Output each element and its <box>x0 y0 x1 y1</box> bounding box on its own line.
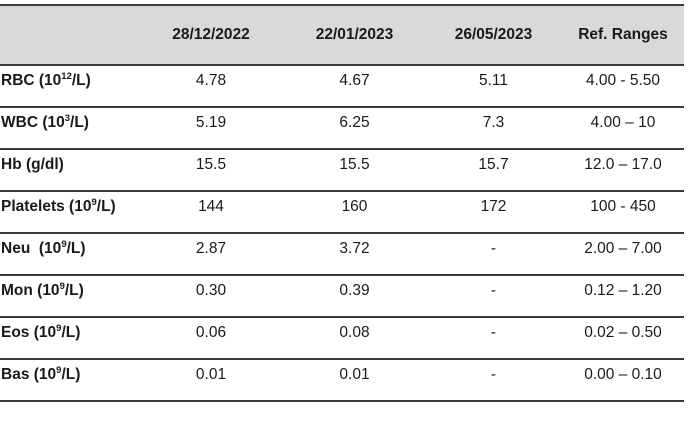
table-row: Bas (109/L) 0.01 0.01 - 0.00 – 0.10 <box>0 359 684 402</box>
table-row: Mon (109/L) 0.30 0.39 - 0.12 – 1.20 <box>0 275 684 318</box>
parameter-unit: /L) <box>66 240 86 257</box>
result-value-cell: 15.5 <box>138 149 284 192</box>
parameter-unit: /L) <box>61 324 81 341</box>
superscript-exponent: 9 <box>59 280 65 292</box>
result-value-cell: - <box>425 359 562 402</box>
superscript-exponent: 9 <box>91 196 97 208</box>
column-header-ref-ranges: Ref. Ranges <box>562 4 684 66</box>
result-value-cell: 5.19 <box>138 107 284 150</box>
parameter-label: RBC (1012/L) <box>0 65 138 108</box>
result-value-cell: 172 <box>425 191 562 234</box>
result-value-cell: - <box>425 233 562 276</box>
superscript-exponent: 9 <box>56 364 62 376</box>
result-value-cell: 0.01 <box>138 359 284 402</box>
result-value-cell: 15.5 <box>284 149 425 192</box>
ref-range-cell: 0.02 – 0.50 <box>562 317 684 360</box>
ref-range-cell: 4.00 - 5.50 <box>562 65 684 108</box>
parameter-name: WBC (10 <box>1 114 65 131</box>
result-value-cell: - <box>425 275 562 318</box>
table-row: Platelets (109/L) 144 160 172 100 - 450 <box>0 191 684 234</box>
table-row: RBC (1012/L) 4.78 4.67 5.11 4.00 - 5.50 <box>0 65 684 108</box>
result-value-cell: 3.72 <box>284 233 425 276</box>
parameter-unit: /L) <box>70 114 89 131</box>
parameter-unit: /L) <box>61 366 81 383</box>
parameter-name: RBC (10 <box>1 72 62 89</box>
parameter-label: Hb (g/dl) <box>0 149 138 192</box>
parameter-unit: /L) <box>96 198 116 215</box>
ref-range-cell: 2.00 – 7.00 <box>562 233 684 276</box>
parameter-label: Bas (109/L) <box>0 359 138 402</box>
ref-range-cell: 100 - 450 <box>562 191 684 234</box>
result-value-cell: 2.87 <box>138 233 284 276</box>
result-value-cell: 4.78 <box>138 65 284 108</box>
result-value-cell: 160 <box>284 191 425 234</box>
lab-results-table: 28/12/2022 22/01/2023 26/05/2023 Ref. Ra… <box>0 4 684 402</box>
parameter-name: Hb (g/dl) <box>1 156 64 173</box>
column-header-date-1: 28/12/2022 <box>138 4 284 66</box>
result-value-cell: 4.67 <box>284 65 425 108</box>
ref-range-cell: 0.12 – 1.20 <box>562 275 684 318</box>
table-row: Eos (109/L) 0.06 0.08 - 0.02 – 0.50 <box>0 317 684 360</box>
superscript-exponent: 12 <box>61 70 72 82</box>
superscript-exponent: 9 <box>56 322 62 334</box>
parameter-name: Mon (10 <box>1 282 60 299</box>
table-row: Neu (109/L) 2.87 3.72 - 2.00 – 7.00 <box>0 233 684 276</box>
parameter-name: Platelets (10 <box>1 198 92 215</box>
table-row: WBC (103/L) 5.19 6.25 7.3 4.00 – 10 <box>0 107 684 150</box>
parameter-column-header <box>0 4 138 66</box>
column-header-date-3: 26/05/2023 <box>425 4 562 66</box>
parameter-name: Neu (10 <box>1 240 62 257</box>
parameter-label: Eos (109/L) <box>0 317 138 360</box>
ref-range-cell: 12.0 – 17.0 <box>562 149 684 192</box>
result-value-cell: 6.25 <box>284 107 425 150</box>
result-value-cell: 5.11 <box>425 65 562 108</box>
header-row: 28/12/2022 22/01/2023 26/05/2023 Ref. Ra… <box>0 4 684 66</box>
result-value-cell: 0.30 <box>138 275 284 318</box>
result-value-cell: 0.06 <box>138 317 284 360</box>
parameter-name: Eos (10 <box>1 324 57 341</box>
superscript-exponent: 9 <box>61 238 67 250</box>
superscript-exponent: 3 <box>64 112 71 124</box>
parameter-label: Platelets (109/L) <box>0 191 138 234</box>
table-row: Hb (g/dl) 15.5 15.5 15.7 12.0 – 17.0 <box>0 149 684 192</box>
result-value-cell: - <box>425 317 562 360</box>
result-value-cell: 144 <box>138 191 284 234</box>
ref-range-cell: 0.00 – 0.10 <box>562 359 684 402</box>
parameter-name: Bas (10 <box>1 366 57 383</box>
result-value-cell: 0.08 <box>284 317 425 360</box>
result-value-cell: 15.7 <box>425 149 562 192</box>
parameter-label: Mon (109/L) <box>0 275 138 318</box>
parameter-unit: /L) <box>71 72 91 89</box>
parameter-label: WBC (103/L) <box>0 107 138 150</box>
ref-range-cell: 4.00 – 10 <box>562 107 684 150</box>
result-value-cell: 7.3 <box>425 107 562 150</box>
result-value-cell: 0.39 <box>284 275 425 318</box>
parameter-unit: /L) <box>64 282 84 299</box>
parameter-label: Neu (109/L) <box>0 233 138 276</box>
column-header-date-2: 22/01/2023 <box>284 4 425 66</box>
result-value-cell: 0.01 <box>284 359 425 402</box>
